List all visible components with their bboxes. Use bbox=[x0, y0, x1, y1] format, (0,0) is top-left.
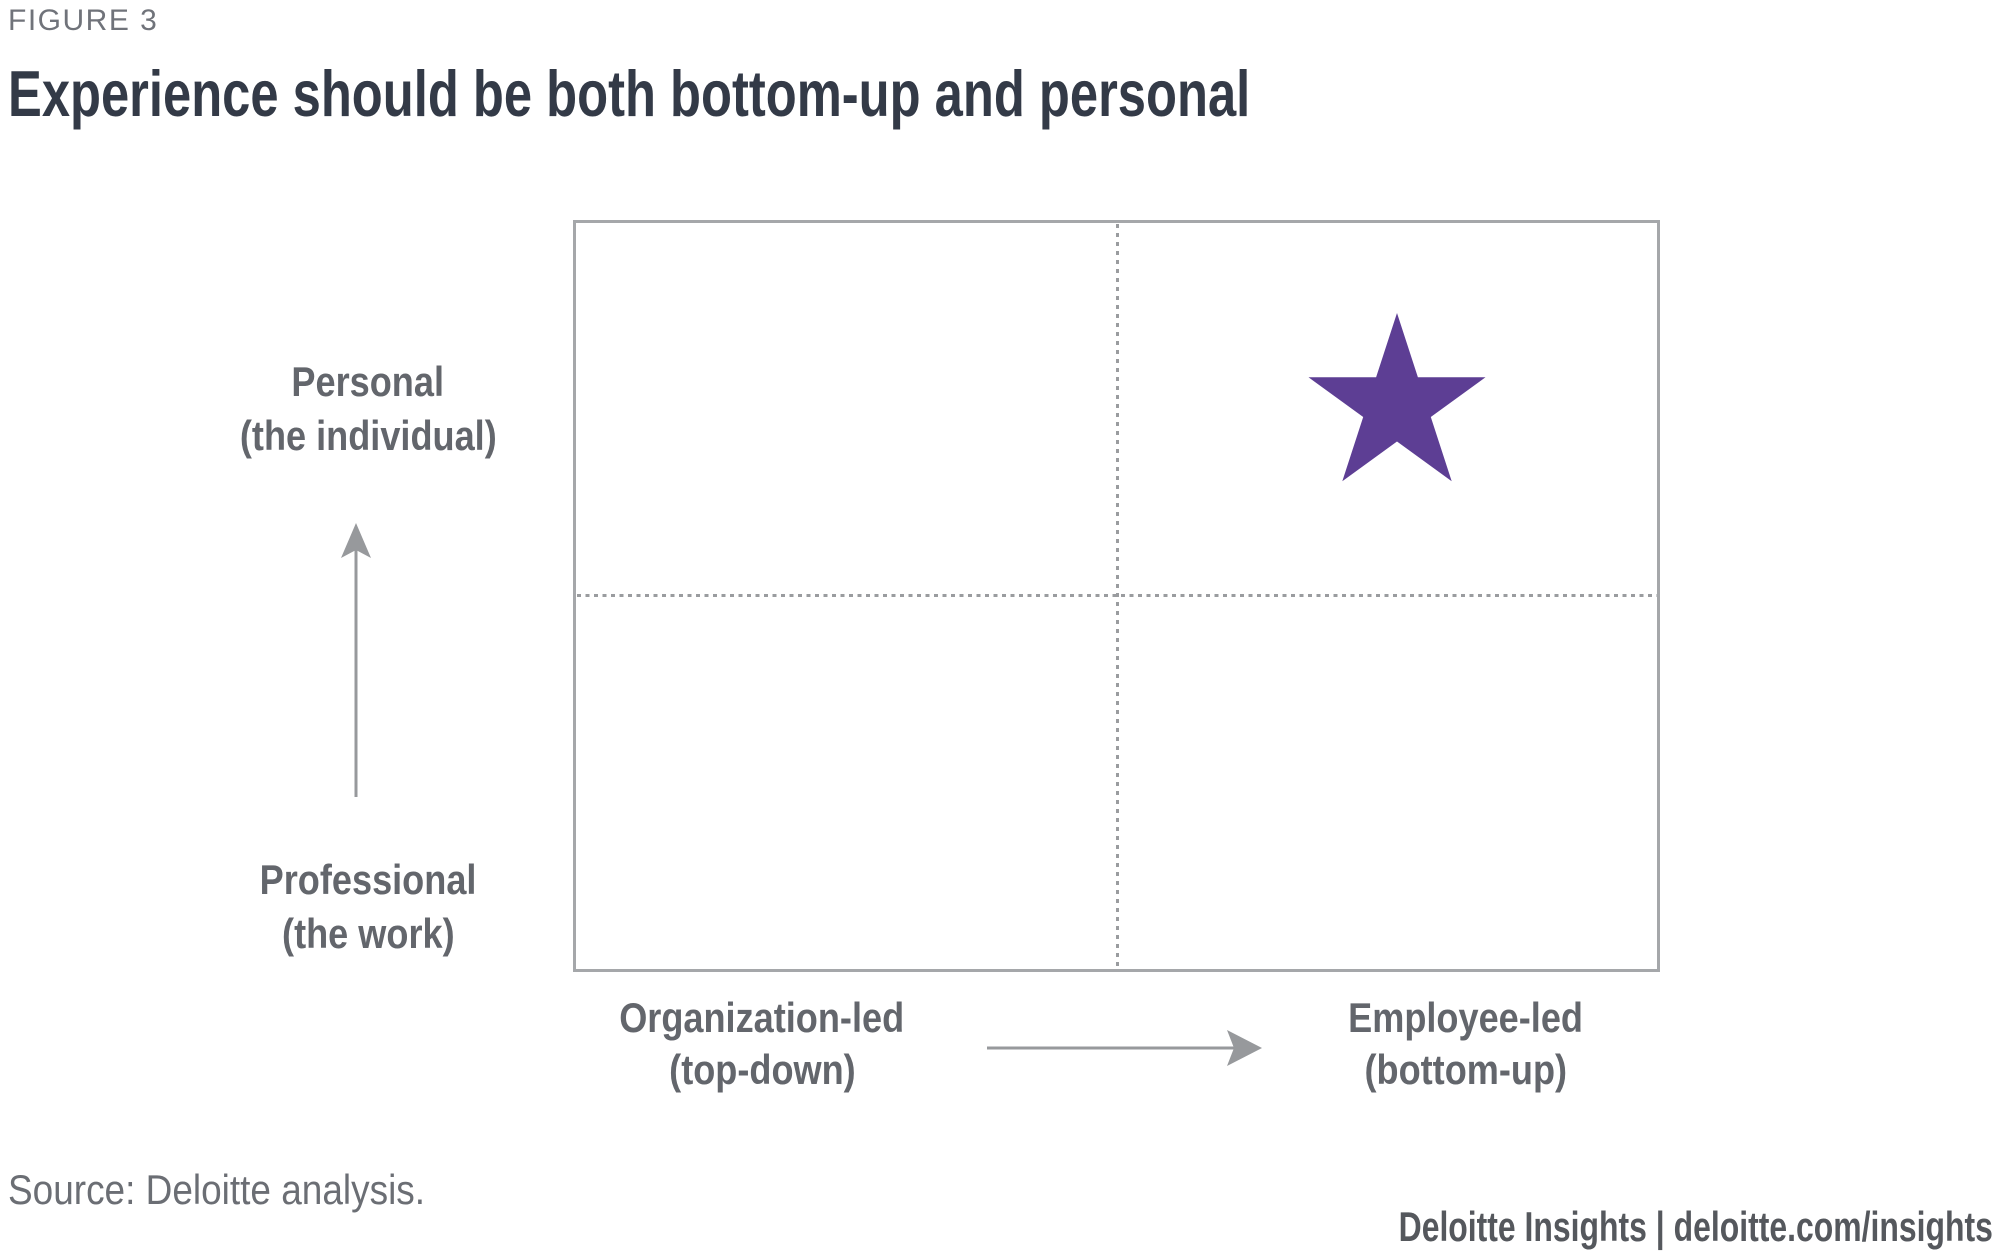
y-axis-high-label: Personal (the individual) bbox=[168, 355, 568, 463]
figure-title-text: Experience should be both bottom-up and … bbox=[8, 57, 1251, 130]
x-axis-high-label-line2: (bottom-up) bbox=[1364, 1046, 1568, 1093]
x-axis-low-label: Organization-led (top-down) bbox=[562, 992, 962, 1096]
figure-title: Experience should be both bottom-up and … bbox=[8, 54, 1601, 134]
y-axis-high-label-line1: Personal bbox=[291, 358, 445, 405]
y-axis-arrow-head bbox=[341, 523, 371, 558]
star-marker-shape bbox=[1308, 313, 1486, 482]
y-axis-high-label-line2: (the individual) bbox=[239, 412, 497, 459]
x-axis-low-label-line1: Organization-led bbox=[619, 994, 905, 1041]
x-axis-low-label-line2: (top-down) bbox=[668, 1046, 856, 1093]
source-note: Source: Deloitte analysis. bbox=[8, 1163, 482, 1217]
star-marker bbox=[1308, 313, 1486, 482]
y-axis-low-label-line1: Professional bbox=[259, 856, 477, 903]
x-axis-arrow-head bbox=[1227, 1030, 1262, 1066]
y-axis-arrow-up-icon bbox=[341, 523, 371, 797]
x-axis-high-label-line1: Employee-led bbox=[1348, 994, 1584, 1041]
figure-number-label: FIGURE 3 bbox=[8, 4, 159, 37]
x-axis-arrow-right-icon bbox=[987, 1030, 1262, 1066]
source-note-text: Source: Deloitte analysis. bbox=[8, 1166, 426, 1213]
x-axis-high-label: Employee-led (bottom-up) bbox=[1266, 992, 1666, 1096]
y-axis-low-label: Professional (the work) bbox=[168, 853, 568, 961]
horizontal-dashed-midline bbox=[577, 594, 1657, 597]
deloitte-insights-footer-text: Deloitte Insights | deloitte.com/insight… bbox=[1398, 1203, 1993, 1250]
deloitte-insights-footer: Deloitte Insights | deloitte.com/insight… bbox=[1211, 1200, 1993, 1254]
y-axis-low-label-line2: (the work) bbox=[281, 910, 455, 957]
